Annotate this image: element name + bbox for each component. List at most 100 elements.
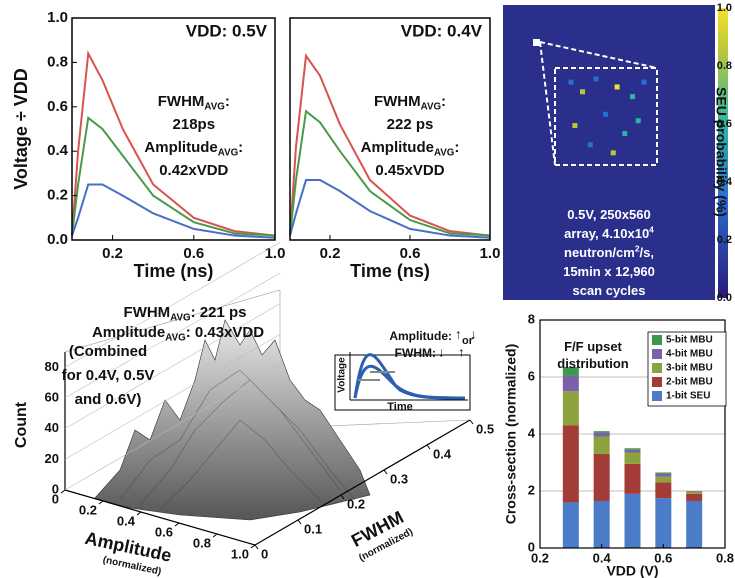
annotation-main: 222 ps [387,116,434,133]
seu-cell [635,118,641,124]
waveform [289,52,491,237]
waveform [289,179,491,239]
title-box [543,340,643,380]
annotation-main: 218ps [173,116,216,133]
annotation: AmplitudeAVG: [144,139,243,158]
bar-segment [593,431,610,433]
inset-text: or [462,335,474,347]
legend-label: 4-bit MBU [666,349,713,360]
annotation-main: FWHM [374,93,421,110]
array-info-sup: 2 [635,244,640,254]
surface [94,319,371,521]
colorbar-tick-label: 0.6 [717,118,732,130]
annotation-sub: AVG [218,147,238,158]
bar-segment [686,491,703,494]
bar-segment [624,448,641,450]
annotation-main: Amplitude [144,139,217,156]
colorbar-tick-label: 0.8 [717,60,732,72]
annotation-rest: : 0.43xVDD [186,324,265,341]
y-tick-label: 2 [528,482,535,497]
annotation: 222 ps [387,116,434,133]
zoom-box [554,67,658,166]
inset-text: Time [387,401,412,413]
axis [64,352,471,546]
colorbar-label: SEU probability (%) [713,87,729,217]
x-tick-label: 0.4 [117,513,136,528]
x-tick [98,500,104,505]
array-info-sup: 4 [649,225,654,235]
y-tick [254,544,259,550]
bar-segment [562,502,579,548]
y-tick-label: 0 [528,539,535,554]
array-info-main: neutron/cm [564,245,635,260]
y-tick [469,419,474,425]
legend-swatch [652,391,662,401]
annotation: (Combined [69,343,147,360]
arrow-symbol: ↑ [458,344,465,359]
array-info-main: 15min x 12,960 [563,264,655,279]
annotation-main: (Combined [69,343,147,360]
y-tick-label: 0.1 [304,521,322,536]
legend-label: 5-bit MBU [666,335,713,346]
annotation-main: Amplitude [92,324,165,341]
y-tick-label: 6 [528,368,535,383]
chart-title: VDD: 0.5V [186,21,268,40]
annotation: 218ps [173,116,216,133]
x-tick-label: 0.4 [593,550,612,565]
seu-cell [572,123,578,129]
x-tick-label: 0.6 [183,245,204,262]
bar-segment [562,425,579,503]
y-tick [297,519,302,525]
heatmap-background [503,5,715,300]
x-axis-label: Time (ns) [134,261,214,281]
waveform [71,183,276,239]
x-axis-label: Time (ns) [350,261,430,281]
annotation-sub: AVG [434,147,454,158]
annotation-sub: AVG [170,312,190,323]
z-axis-label: Count [13,401,30,448]
seu-cell [641,79,647,85]
inset-text: Amplitude: [389,329,452,343]
bar-segment [593,500,610,548]
bar-segment [624,449,641,453]
y-tick-label: 8 [528,311,535,326]
chart-title: F/F upset distribution [557,339,629,371]
bar-segment [593,453,610,501]
seu-cell [629,94,635,100]
x-tick-label: 0.2 [531,550,549,565]
seu-cell [587,142,593,148]
annotation-main: and 0.6V) [75,391,142,408]
array-info-main: 0.5V, 250x560 [567,207,650,222]
seu-cell [603,111,609,117]
x-tick-label: 1.0 [265,245,286,262]
x-tick-label: 0.8 [716,550,734,565]
y-tick-label: 0.4 [433,446,452,461]
y-tick-label: 1.0 [47,9,68,26]
bar-segment [655,498,672,548]
z-tick-label: 0 [52,481,59,496]
z-tick-label: 20 [45,451,59,466]
annotation-main: FWHM [124,304,171,321]
legend-label: 2-bit MBU [666,377,713,388]
y-axis-label: Cross-section (normalized) [503,344,519,524]
colorbar-tick-label: 0.4 [717,176,733,188]
array-info: array, 4.10x104 [564,225,654,242]
bar-segment [655,473,672,477]
colorbar-tick-label: 1.0 [717,2,732,14]
plot-frame [71,17,276,241]
bar-segment [686,493,703,501]
y-tick [340,494,345,500]
annotation-sub: AVG [421,101,441,112]
annotation-main: FWHM [158,93,205,110]
inset-pulse [353,364,466,400]
y-tick [383,469,388,475]
arrow-symbol: ↓ [470,326,477,341]
annotation: FWHMAVG: [374,93,446,112]
y-tick-label: 0.3 [390,471,408,486]
grid-line [64,242,281,368]
y-tick [426,444,431,450]
annotation-main: 0.42xVDD [159,162,228,179]
x-tick-label: 0.2 [79,502,97,517]
seu-cell [580,89,586,95]
x-tick-label: 0 [52,491,59,506]
